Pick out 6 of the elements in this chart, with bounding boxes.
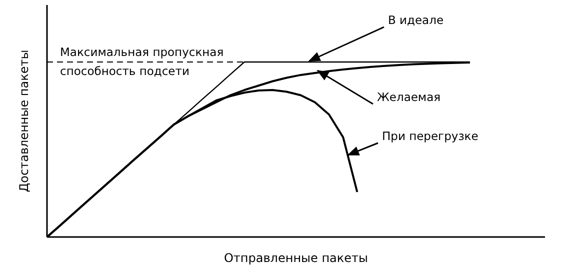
text: В идеале [388,13,444,27]
x-axis-title: Отправленные пакеты [224,251,368,265]
y-axis-title: Доставленные пакеты [17,50,31,192]
ref-line-label: Максимальная пропускная способность подсети [60,45,224,78]
text: При перегрузке [382,129,478,143]
text: Желаемая [377,90,441,104]
